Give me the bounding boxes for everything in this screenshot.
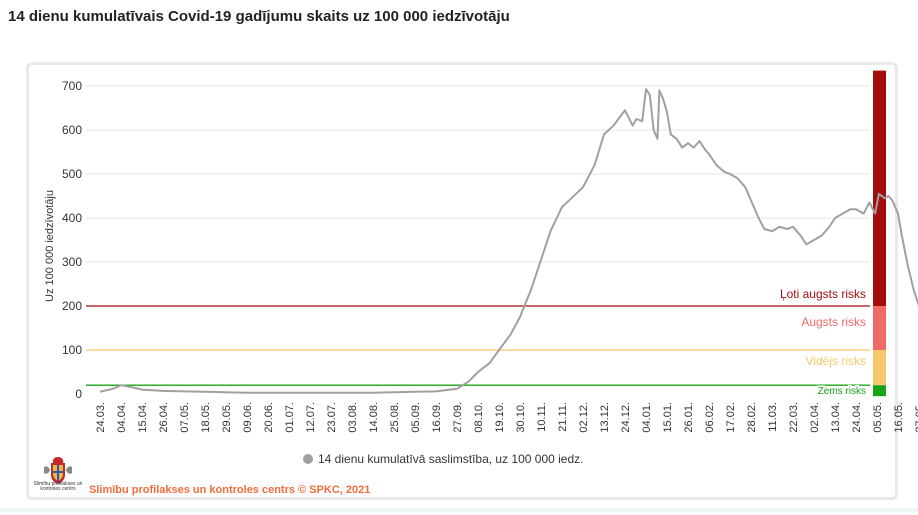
legend-label: 14 dienu kumulatīvā saslimstība, uz 100 … (318, 452, 584, 466)
x-tick-label: 16.05. (893, 402, 905, 433)
legend-marker (303, 454, 313, 464)
x-tick-label: 16.09. (431, 402, 443, 433)
y-tick-label: 200 (62, 299, 82, 313)
risk-band (873, 350, 886, 386)
y-tick-label: 500 (62, 167, 82, 181)
x-tick-label: 19.10. (494, 402, 506, 433)
x-tick-label: 05.09. (410, 402, 422, 433)
x-tick-label: 24.04. (851, 402, 863, 433)
x-tick-label: 02.04. (809, 402, 821, 433)
risk-color-bar (873, 70, 886, 397)
spkc-logo (36, 455, 80, 495)
x-tick-label: 08.10. (473, 402, 485, 433)
bottom-divider (0, 508, 918, 512)
x-tick-label: 12.07. (305, 402, 317, 433)
x-tick-label: 04.04. (116, 402, 128, 433)
x-tick-label: 28.02. (746, 402, 758, 433)
x-tick-label: 15.04. (137, 402, 149, 433)
x-tick-label: 07.05. (179, 402, 191, 433)
x-tick-label: 06.02. (704, 402, 716, 433)
footer-credit: Slimību profilakses un kontroles centrs … (89, 484, 371, 496)
x-tick-label: 11.03. (767, 402, 779, 432)
x-tick-label: 13.12. (599, 402, 611, 433)
risk-label: Vidējs risks (806, 354, 866, 368)
x-tick-label: 10.11. (536, 402, 548, 432)
x-tick-label: 26.04. (158, 402, 170, 433)
x-tick-label: 17.02. (725, 402, 737, 433)
x-tick-label: 23.07. (326, 402, 338, 433)
x-tick-label: 26.01. (683, 402, 695, 433)
page-title: 14 dienu kumulatīvais Covid-19 gadījumu … (8, 8, 510, 25)
x-tick-label: 03.08. (347, 402, 359, 433)
y-tick-label: 0 (75, 387, 82, 401)
y-tick-label: 300 (62, 255, 82, 269)
gridlines (86, 85, 868, 351)
x-tick-label: 21.11. (557, 402, 569, 432)
x-axis-ticks: 24.03. 04.04. 15.04. 26.04. 07.05. 18.05. 29.0… (95, 402, 918, 433)
risk-label: Ļoti augsts risks (780, 287, 866, 301)
series-line-layer (99, 88, 918, 394)
risk-band (873, 385, 886, 397)
x-tick-label: 27.05. (914, 402, 918, 433)
y-tick-label: 700 (62, 79, 82, 93)
x-tick-label: 24.03. (95, 402, 107, 433)
x-tick-label: 13.04. (830, 402, 842, 433)
risk-threshold-lines (86, 305, 870, 386)
series-line[interactable] (99, 88, 918, 394)
x-tick-label: 20.06. (263, 402, 275, 433)
x-tick-label: 02.12. (578, 402, 590, 433)
x-tick-label: 25.08. (389, 402, 401, 433)
x-tick-label: 30.10. (515, 402, 527, 433)
y-tick-label: 400 (62, 211, 82, 225)
x-tick-label: 01.07. (284, 402, 296, 433)
risk-band (873, 70, 886, 306)
y-axis-ticks: 0 100 200 300 400 500 600 700 (62, 79, 82, 401)
y-tick-label: 100 (62, 343, 82, 357)
x-tick-label: 04.01. (641, 402, 653, 433)
risk-labels: Ļoti augsts risks Augsts risks Vidējs risk… (778, 286, 867, 399)
x-tick-label: 24.12. (620, 402, 632, 433)
y-axis-title: Uz 100 000 iedzīvotāju (44, 190, 56, 302)
y-tick-label: 600 (62, 123, 82, 137)
x-tick-label: 27.09. (452, 402, 464, 433)
legend[interactable]: 14 dienu kumulatīvā saslimstība, uz 100 … (303, 452, 584, 466)
risk-label: Zems risks (818, 386, 866, 397)
risk-label: Augsts risks (801, 315, 866, 329)
x-tick-label: 14.08. (368, 402, 380, 433)
x-tick-label: 15.01. (662, 402, 674, 433)
x-tick-label: 22.03. (788, 402, 800, 433)
chart-card (26, 62, 898, 500)
x-tick-label: 05.05. (872, 402, 884, 433)
risk-band (873, 306, 886, 350)
x-tick-label: 09.06. (242, 402, 254, 433)
logo-caption: Slimību profilakses un kontroles centrs (33, 481, 83, 492)
x-tick-label: 18.05. (200, 402, 212, 433)
x-tick-label: 29.05. (221, 402, 233, 433)
coat-of-arms-icon (44, 457, 72, 484)
